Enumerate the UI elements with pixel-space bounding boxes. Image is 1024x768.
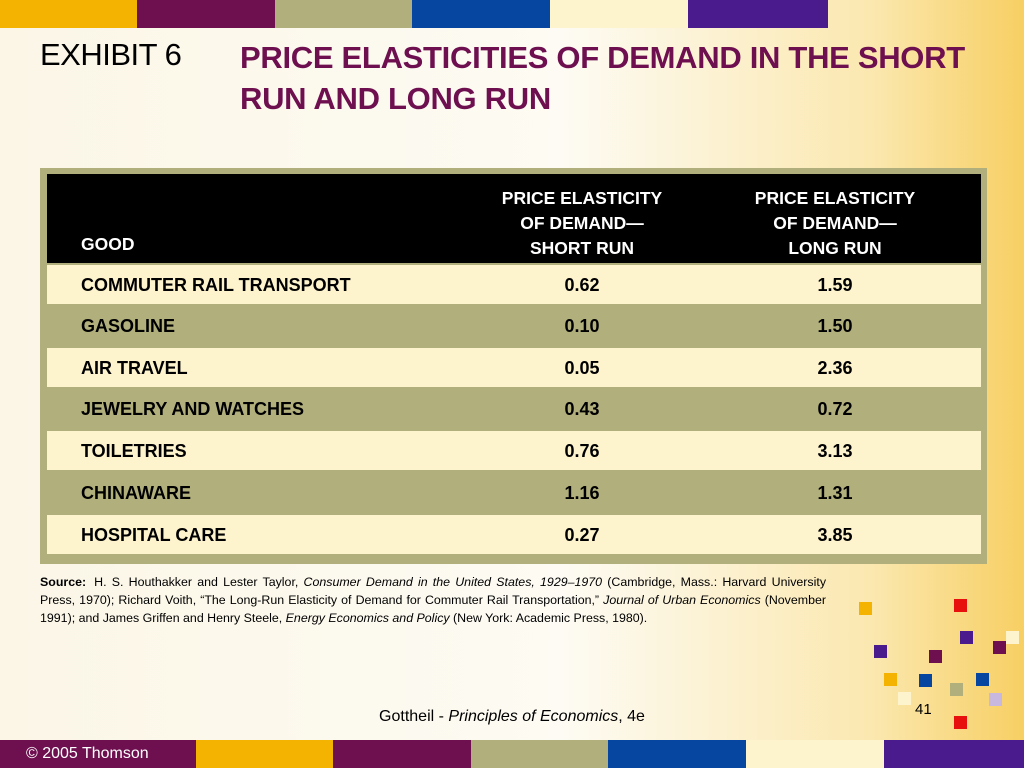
bottom-bar-segment <box>196 740 333 768</box>
top-bar-segment <box>688 0 828 28</box>
header-long-run: PRICE ELASTICITY OF DEMAND— LONG RUN <box>754 188 916 258</box>
bottom-bar-segment <box>884 740 1024 768</box>
source-text: H. S. Houthakker and Lester Taylor, <box>94 575 304 589</box>
cell-good: GASOLINE <box>81 316 176 336</box>
decor-square <box>954 599 967 612</box>
decor-square <box>950 683 963 696</box>
decor-square <box>1006 631 1019 644</box>
decor-square <box>874 645 887 658</box>
exhibit-label: EXHIBIT 6 <box>40 37 182 72</box>
decor-square <box>989 693 1002 706</box>
header-short-run: PRICE ELASTICITY OF DEMAND— SHORT RUN <box>501 188 663 258</box>
decor-square <box>884 673 897 686</box>
cell-long-run: 1.59 <box>817 275 853 295</box>
cell-short-run: 0.76 <box>564 441 600 461</box>
table-row: TOILETRIES 0.76 3.13 <box>47 431 981 470</box>
cell-good: TOILETRIES <box>81 441 187 461</box>
cell-long-run: 1.31 <box>817 483 853 503</box>
cell-short-run: 0.05 <box>564 358 600 378</box>
source-title: Consumer Demand in the United States, 19… <box>303 575 603 589</box>
bottom-bar-segment <box>471 740 608 768</box>
cell-good: CHINAWARE <box>81 483 192 503</box>
bottom-bar-segment <box>608 740 746 768</box>
table-header: GOOD PRICE ELASTICITY OF DEMAND— SHORT R… <box>47 174 981 263</box>
source-title: Energy Economics and Policy <box>285 611 450 625</box>
cell-short-run: 1.16 <box>564 483 600 503</box>
source-text: (New York: Academic Press, 1980). <box>449 611 648 625</box>
table-row: AIR TRAVEL 0.05 2.36 <box>47 348 981 387</box>
cell-long-run: 3.13 <box>817 441 853 461</box>
table-row: JEWELRY AND WATCHES 0.43 0.72 <box>47 389 981 428</box>
top-bar-segment <box>137 0 275 28</box>
slide-title: PRICE ELASTICITIES OF DEMAND IN THE SHOR… <box>240 40 965 116</box>
table-row: HOSPITAL CARE 0.27 3.85 <box>47 515 981 554</box>
elasticity-table: GOOD PRICE ELASTICITY OF DEMAND— SHORT R… <box>40 168 987 564</box>
table-row: CHINAWARE 1.16 1.31 <box>47 473 981 512</box>
decor-square <box>898 692 911 705</box>
top-bar-segment <box>550 0 688 28</box>
cell-short-run: 0.62 <box>564 275 600 295</box>
cell-good: COMMUTER RAIL TRANSPORT <box>81 275 351 295</box>
source-text: (November 1991); and James Griffen and H… <box>40 593 827 625</box>
cell-long-run: 2.36 <box>817 358 853 378</box>
cell-good: JEWELRY AND WATCHES <box>81 399 305 419</box>
cell-short-run: 0.27 <box>564 525 600 545</box>
top-bar-segment <box>412 0 550 28</box>
source-title: Journal of Urban Economics <box>603 593 761 607</box>
cell-long-run: 1.50 <box>817 316 853 336</box>
source-text: (Cambridge, Mass.: Harvard University Pr… <box>40 575 827 607</box>
page-number: 41 <box>915 701 932 718</box>
cell-long-run: 0.72 <box>817 399 853 419</box>
table-row: COMMUTER RAIL TRANSPORT 0.62 1.59 <box>47 265 981 304</box>
footer-credit: Gottheil - Principles of Economics, 4e <box>0 708 1024 726</box>
decor-square <box>976 673 989 686</box>
copyright-notice: © 2005 Thomson <box>0 740 196 768</box>
table-row: GASOLINE 0.10 1.50 <box>47 306 981 345</box>
top-bar-segment <box>275 0 412 28</box>
cell-short-run: 0.10 <box>564 316 600 336</box>
bottom-color-bar <box>0 740 1024 768</box>
source-label: Source: <box>40 575 87 589</box>
bottom-bar-segment <box>746 740 884 768</box>
bottom-bar-segment <box>333 740 471 768</box>
decor-square <box>929 650 942 663</box>
footer-edition: , 4e <box>618 708 645 725</box>
cell-short-run: 0.43 <box>564 399 600 419</box>
source-note: Source: H. S. Houthakker and Lester Taylo… <box>40 573 826 627</box>
footer-author: Gottheil - <box>379 708 449 725</box>
cell-good: HOSPITAL CARE <box>81 525 227 545</box>
cell-good: AIR TRAVEL <box>81 358 188 378</box>
decor-square <box>919 674 932 687</box>
decor-square <box>859 602 872 615</box>
header-good: GOOD <box>81 234 135 254</box>
decor-square <box>954 716 967 729</box>
top-bar-segment <box>0 0 137 28</box>
decor-square <box>960 631 973 644</box>
top-color-bar <box>0 0 1024 28</box>
footer-book: Principles of Economics <box>448 708 619 725</box>
decor-square <box>993 641 1006 654</box>
cell-long-run: 3.85 <box>817 525 853 545</box>
